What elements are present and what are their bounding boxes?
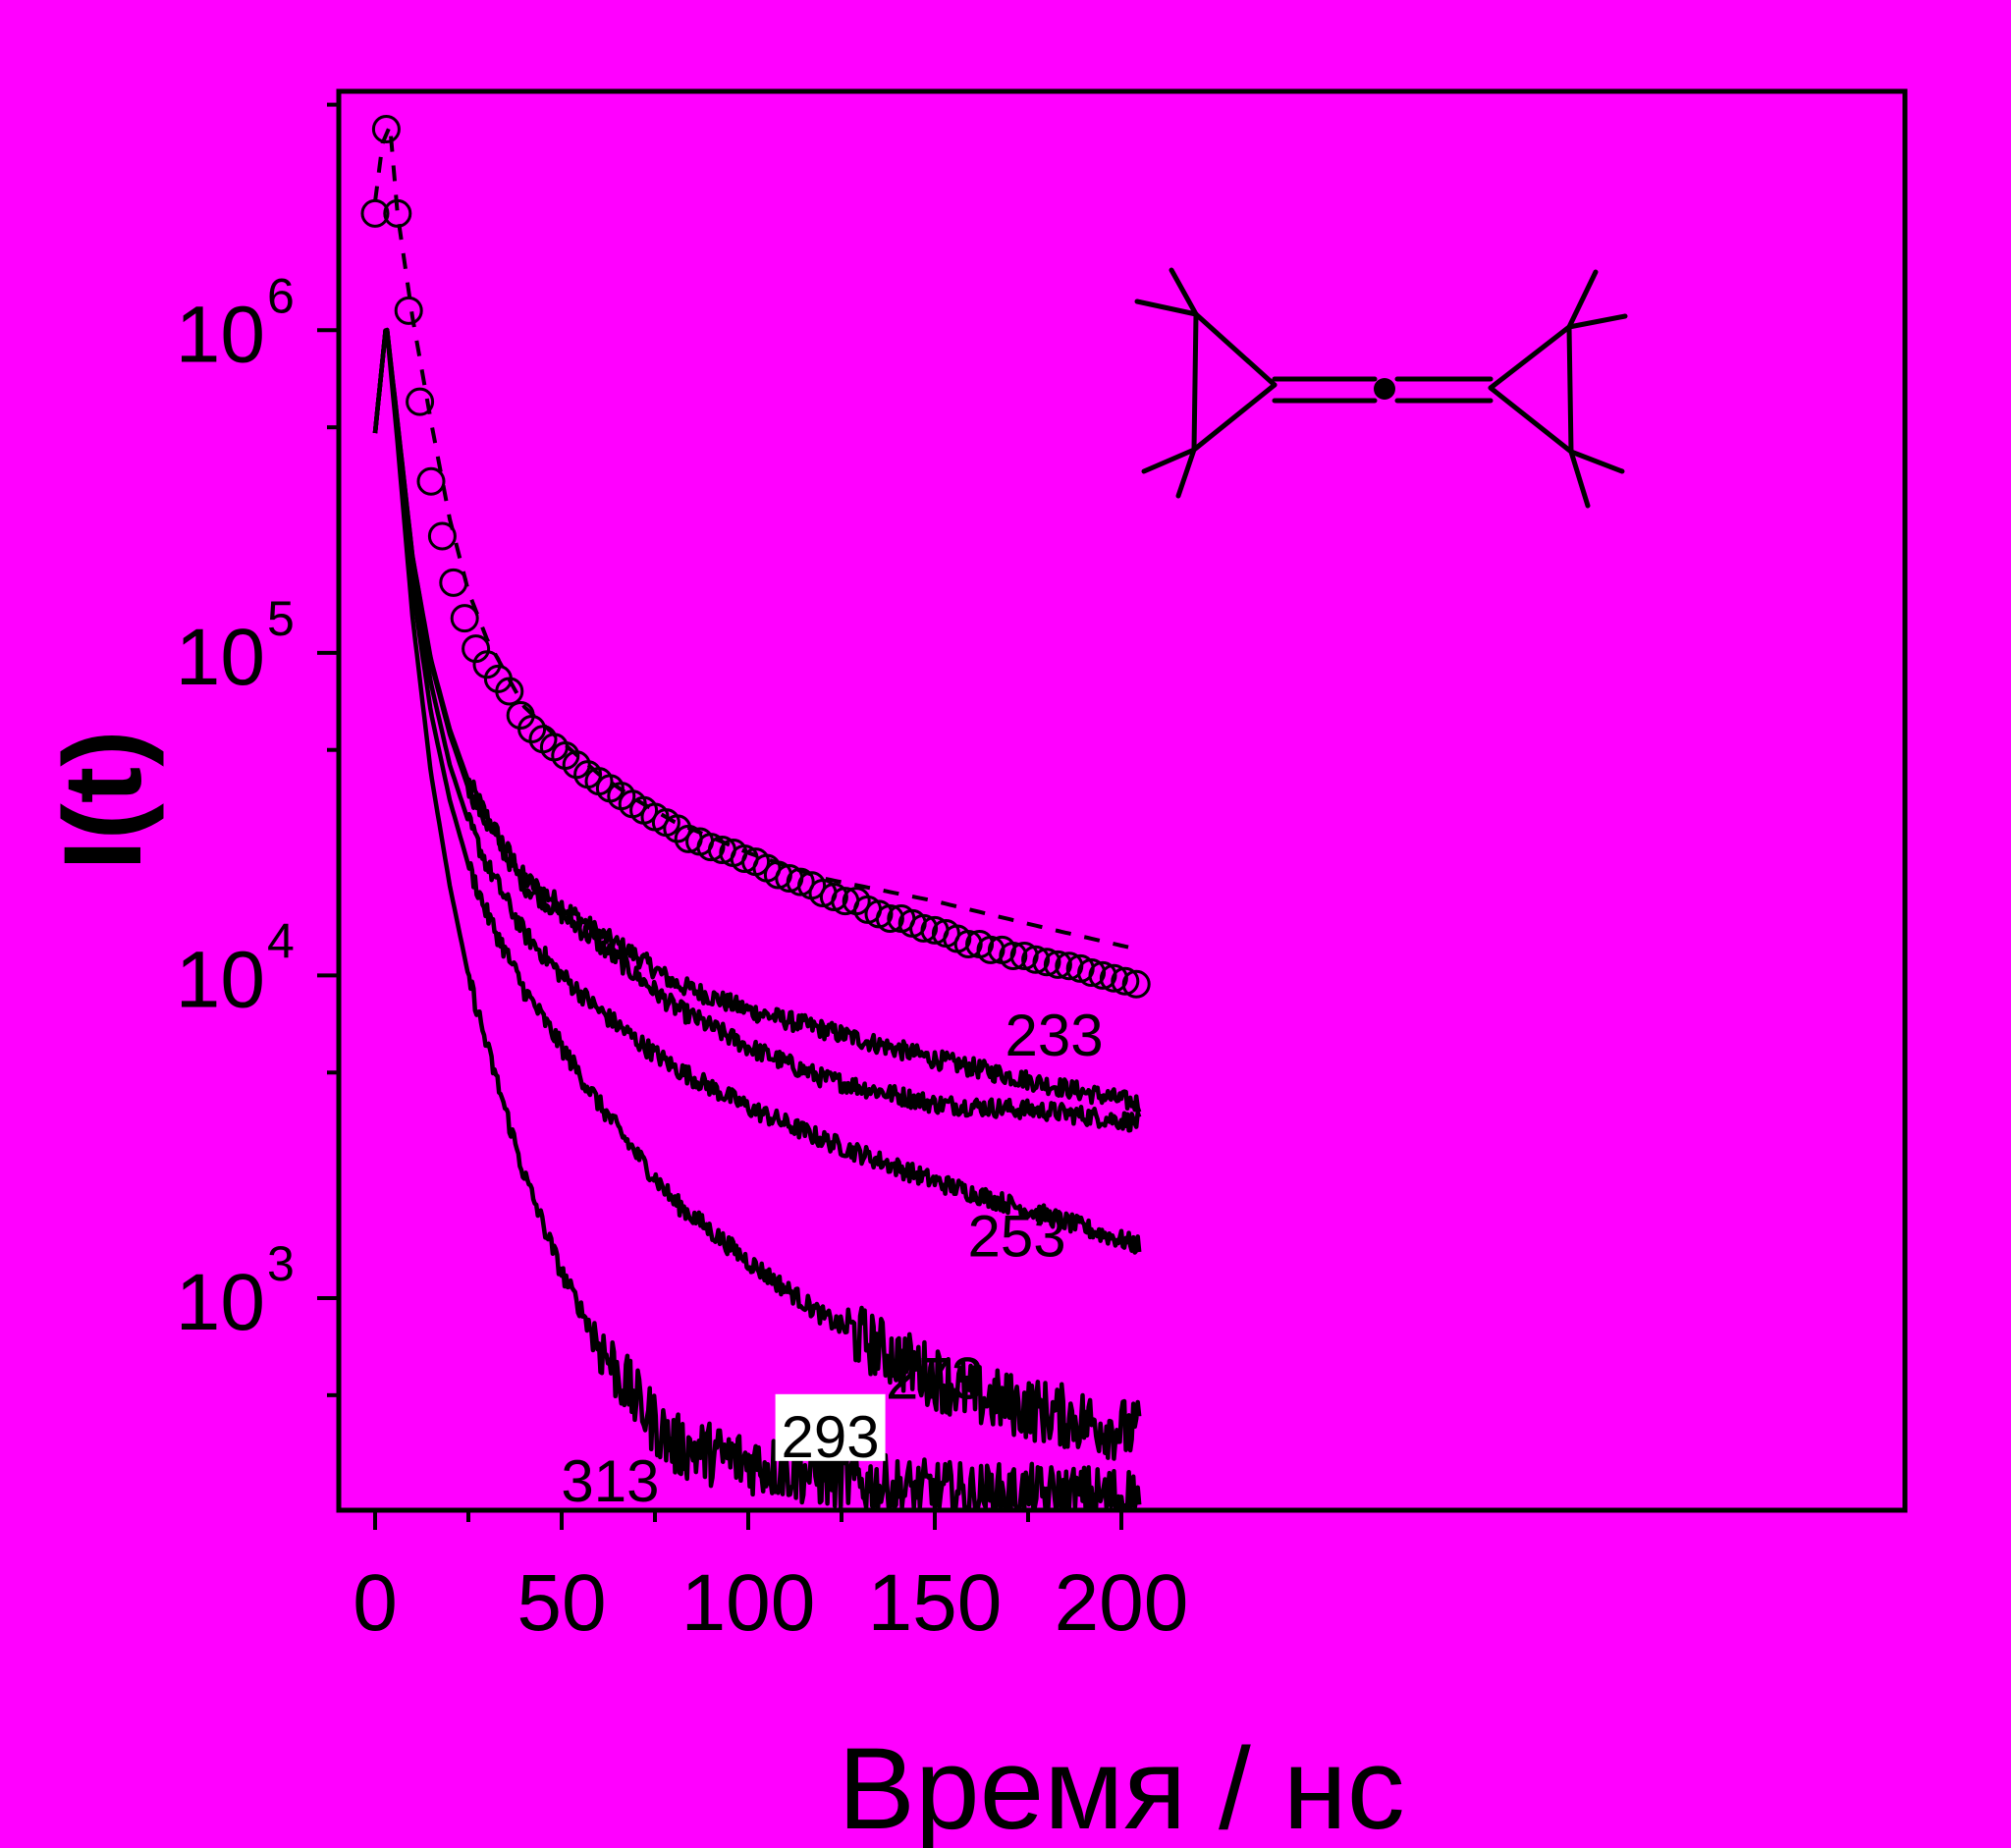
data-point <box>383 198 412 228</box>
y-tick-exponent: 3 <box>267 1236 295 1291</box>
data-point <box>495 677 524 706</box>
y-tick-base: 10 <box>176 1258 265 1347</box>
y-tick-base: 10 <box>176 613 265 702</box>
y-tick-exponent: 6 <box>267 268 295 323</box>
y-tick-label: 10 3 <box>176 1236 295 1347</box>
data-point <box>416 466 446 496</box>
y-tick-base: 10 <box>176 935 265 1024</box>
series-circles-markers <box>360 114 1151 999</box>
data-point <box>1032 948 1061 977</box>
data-point <box>875 904 904 934</box>
data-point <box>999 941 1028 970</box>
x-axis-title: Время / нс <box>838 1724 1405 1848</box>
curve-label: 253 <box>968 1203 1066 1269</box>
data-point <box>427 521 457 551</box>
data-point <box>1121 969 1151 999</box>
y-tick-exponent: 4 <box>267 913 295 968</box>
x-tick-label: 50 <box>516 1558 606 1648</box>
y-tick-base: 10 <box>176 290 265 379</box>
data-point <box>786 867 815 897</box>
data-point <box>406 387 435 416</box>
data-point <box>1077 958 1107 988</box>
curve-label: 313 <box>561 1448 659 1514</box>
y-tick-exponent: 5 <box>267 591 295 646</box>
series-313-line <box>372 328 1142 1510</box>
data-point <box>450 604 479 633</box>
series-233-line <box>372 327 1142 1114</box>
ticks-layer <box>317 102 1123 1530</box>
series-layer <box>360 114 1151 1510</box>
series-dashed-line <box>373 125 1141 952</box>
data-point <box>1043 950 1072 979</box>
curve-label: 293 <box>782 1404 880 1470</box>
y-tick-label: 10 4 <box>176 913 295 1024</box>
data-point <box>909 913 939 943</box>
x-tick-label: 200 <box>1055 1558 1189 1648</box>
x-tick-labels: 0 50 100 150 200 <box>353 1558 1188 1648</box>
series-273-line <box>372 328 1142 1255</box>
y-tick-label: 10 6 <box>176 268 295 379</box>
curve-label: 273 <box>886 1346 984 1412</box>
data-point <box>1088 960 1117 990</box>
x-tick-label: 0 <box>353 1558 398 1648</box>
data-point <box>439 568 468 597</box>
data-point <box>371 114 401 143</box>
curve-label-box <box>775 1393 886 1461</box>
data-point <box>1111 966 1140 996</box>
y-tick-label: 10 5 <box>176 591 295 702</box>
data-point <box>953 930 983 959</box>
data-point <box>696 833 726 862</box>
curve-label: 233 <box>1006 1003 1104 1068</box>
molecule-structure-inset <box>1134 267 1628 509</box>
series-293-line <box>372 328 1142 1461</box>
series-253-line <box>372 327 1142 1133</box>
data-point <box>394 296 423 325</box>
data-point <box>1099 963 1128 993</box>
x-tick-label: 150 <box>868 1558 1003 1648</box>
x-tick-label: 100 <box>681 1558 816 1648</box>
data-point <box>360 198 390 228</box>
y-axis-title: I(t) <box>41 730 164 870</box>
data-point <box>1021 945 1051 974</box>
